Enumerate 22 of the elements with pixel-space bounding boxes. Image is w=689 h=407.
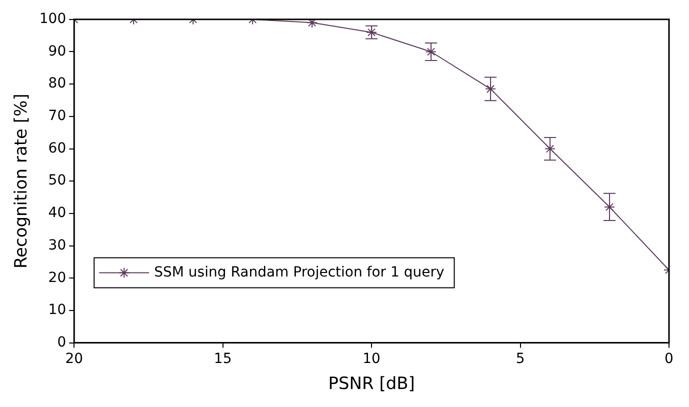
y-tick-label: 30: [48, 237, 66, 254]
x-tick-label: 5: [516, 350, 525, 367]
point: [306, 19, 318, 28]
x-tick-label: 20: [65, 350, 84, 367]
y-tick-label: 100: [39, 11, 66, 28]
y-tick-label: 40: [48, 205, 66, 222]
x-axis-title: PSNR [dB]: [328, 374, 415, 394]
y-tick-label: 10: [48, 302, 66, 318]
y-axis-title: Recognition rate [%]: [12, 94, 32, 269]
point: [485, 83, 496, 94]
y-tick-label: 70: [48, 108, 66, 124]
point: [544, 143, 556, 154]
x-tick-label: 15: [214, 350, 232, 367]
y-tick-label: 0: [57, 334, 66, 350]
x-tick-label: 0: [664, 350, 674, 367]
y-tick-label: 80: [48, 76, 66, 92]
y-tick-label: 20: [48, 270, 66, 286]
y-tick-label: 90: [48, 43, 66, 60]
y-tick-label: 60: [48, 140, 66, 156]
y-tick-label: 50: [48, 172, 66, 189]
x-tick-label: 10: [362, 350, 380, 367]
legend-label: SSM using Randam Projection for 1 query: [154, 264, 444, 280]
